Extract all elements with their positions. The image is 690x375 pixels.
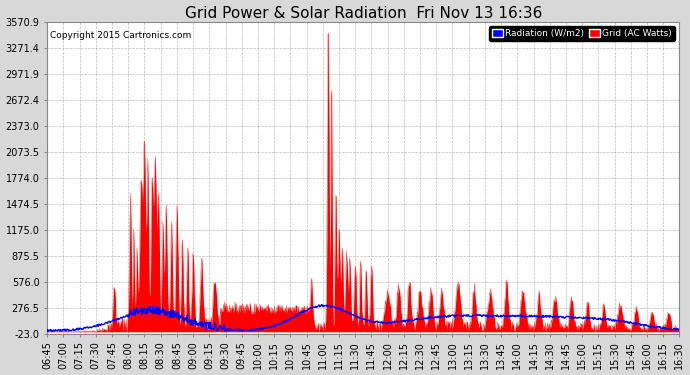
Text: Copyright 2015 Cartronics.com: Copyright 2015 Cartronics.com bbox=[50, 31, 192, 40]
Title: Grid Power & Solar Radiation  Fri Nov 13 16:36: Grid Power & Solar Radiation Fri Nov 13 … bbox=[185, 6, 542, 21]
Legend: Radiation (W/m2), Grid (AC Watts): Radiation (W/m2), Grid (AC Watts) bbox=[489, 26, 675, 40]
